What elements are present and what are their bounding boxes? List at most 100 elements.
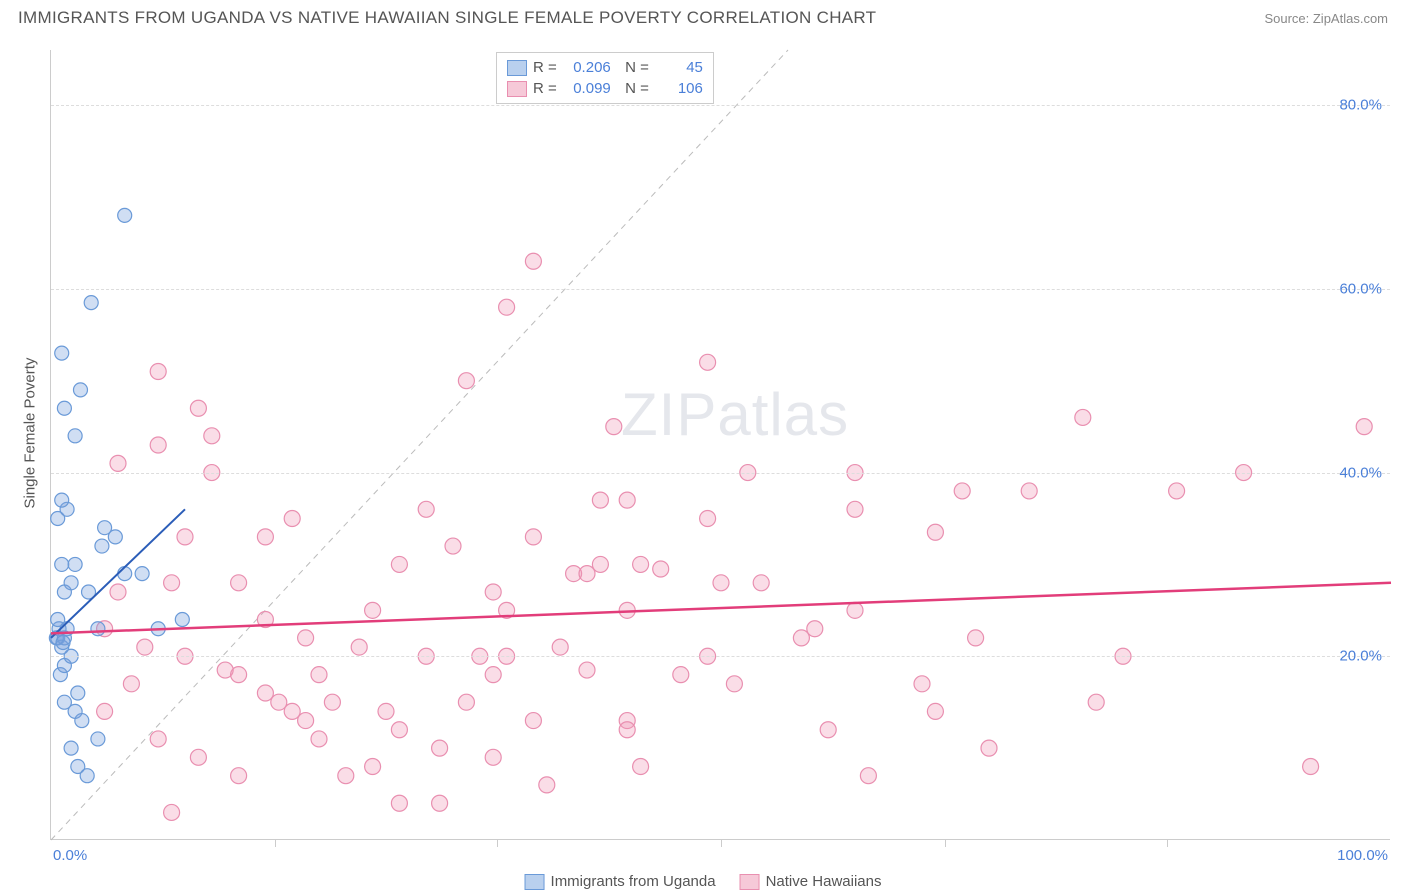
data-point-pink	[713, 575, 729, 591]
data-point-pink	[499, 299, 515, 315]
y-tick-label: 20.0%	[1339, 648, 1382, 665]
data-point-blue	[84, 296, 98, 310]
data-point-pink	[847, 501, 863, 517]
data-point-pink	[445, 538, 461, 554]
data-point-pink	[311, 731, 327, 747]
data-point-pink	[271, 694, 287, 710]
data-point-pink	[1169, 483, 1185, 499]
legend-bottom-item: Immigrants from Uganda	[525, 873, 716, 890]
legend-r-value: 0.099	[563, 80, 611, 97]
data-point-blue	[91, 732, 105, 746]
data-point-pink	[338, 768, 354, 784]
data-point-pink	[110, 455, 126, 471]
trend-line-blue	[51, 509, 185, 638]
data-point-pink	[653, 561, 669, 577]
legend-r-value: 0.206	[563, 59, 611, 76]
data-point-blue	[55, 493, 69, 507]
data-point-pink	[391, 795, 407, 811]
data-point-pink	[365, 602, 381, 618]
data-point-blue	[118, 208, 132, 222]
data-point-pink	[592, 492, 608, 508]
data-point-blue	[64, 576, 78, 590]
page-title: IMMIGRANTS FROM UGANDA VS NATIVE HAWAIIA…	[18, 8, 876, 28]
data-point-pink	[726, 676, 742, 692]
data-point-pink	[700, 354, 716, 370]
data-point-pink	[485, 749, 501, 765]
data-point-pink	[1075, 409, 1091, 425]
data-point-pink	[619, 492, 635, 508]
legend-n-label: N =	[617, 80, 649, 97]
data-point-pink	[378, 703, 394, 719]
data-point-pink	[150, 437, 166, 453]
data-point-blue	[68, 557, 82, 571]
chart-plot-area: ZIPatlas 20.0%40.0%60.0%80.0%0.0%100.0%R…	[50, 50, 1390, 840]
data-point-pink	[525, 253, 541, 269]
legend-bottom: Immigrants from Uganda Native Hawaiians	[525, 873, 882, 890]
data-point-pink	[592, 556, 608, 572]
data-point-pink	[351, 639, 367, 655]
data-point-pink	[1021, 483, 1037, 499]
data-point-pink	[1356, 419, 1372, 435]
data-point-pink	[700, 510, 716, 526]
data-point-pink	[673, 667, 689, 683]
legend-series-name: Native Hawaiians	[766, 873, 882, 890]
data-point-pink	[606, 419, 622, 435]
data-point-pink	[1303, 759, 1319, 775]
data-point-pink	[324, 694, 340, 710]
data-point-pink	[418, 501, 434, 517]
grid-line	[51, 473, 1390, 474]
legend-n-label: N =	[617, 59, 649, 76]
data-point-pink	[458, 694, 474, 710]
data-point-pink	[231, 575, 247, 591]
data-point-blue	[56, 636, 70, 650]
legend-r-label: R =	[533, 59, 557, 76]
data-point-pink	[954, 483, 970, 499]
data-point-pink	[110, 584, 126, 600]
data-point-pink	[820, 722, 836, 738]
x-tick-label-max: 100.0%	[1337, 847, 1388, 864]
data-point-blue	[91, 622, 105, 636]
data-point-blue	[55, 346, 69, 360]
data-point-pink	[432, 740, 448, 756]
correlation-legend: R =0.206 N =45R =0.099 N =106	[496, 52, 714, 104]
data-point-pink	[525, 713, 541, 729]
data-point-pink	[458, 373, 474, 389]
data-point-blue	[64, 741, 78, 755]
x-tick	[497, 839, 498, 847]
data-point-blue	[57, 401, 71, 415]
data-point-pink	[485, 584, 501, 600]
data-point-blue	[118, 567, 132, 581]
legend-swatch	[740, 874, 760, 890]
x-tick	[275, 839, 276, 847]
scatter-plot-svg	[51, 50, 1390, 839]
data-point-blue	[75, 714, 89, 728]
data-point-pink	[284, 510, 300, 526]
legend-swatch	[525, 874, 545, 890]
data-point-pink	[753, 575, 769, 591]
data-point-pink	[981, 740, 997, 756]
data-point-pink	[391, 722, 407, 738]
data-point-pink	[432, 795, 448, 811]
data-point-pink	[539, 777, 555, 793]
grid-line	[51, 105, 1390, 106]
data-point-pink	[231, 667, 247, 683]
data-point-pink	[1088, 694, 1104, 710]
data-point-pink	[391, 556, 407, 572]
data-point-pink	[927, 703, 943, 719]
data-point-pink	[860, 768, 876, 784]
data-point-blue	[135, 567, 149, 581]
data-point-pink	[231, 768, 247, 784]
data-point-pink	[633, 759, 649, 775]
data-point-pink	[807, 621, 823, 637]
legend-bottom-item: Native Hawaiians	[740, 873, 882, 890]
legend-n-value: 45	[655, 59, 703, 76]
data-point-pink	[164, 575, 180, 591]
data-point-pink	[204, 428, 220, 444]
y-tick-label: 60.0%	[1339, 280, 1382, 297]
legend-r-label: R =	[533, 80, 557, 97]
data-point-pink	[150, 364, 166, 380]
data-point-blue	[175, 613, 189, 627]
data-point-pink	[525, 529, 541, 545]
data-point-pink	[123, 676, 139, 692]
legend-swatch	[507, 81, 527, 97]
